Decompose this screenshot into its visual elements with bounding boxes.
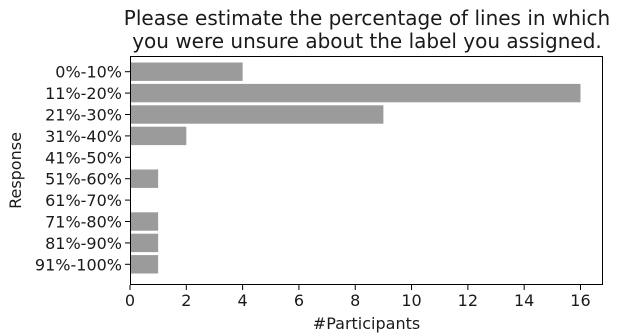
x-tick-label: 8	[350, 291, 360, 310]
x-tick-label: 14	[514, 291, 534, 310]
x-tick-label: 16	[570, 291, 590, 310]
plot-area-frame	[130, 56, 603, 285]
bar-81%-90%	[130, 233, 159, 253]
bar-51%-60%	[130, 169, 159, 188]
x-tick-label: 2	[181, 291, 191, 310]
chart-title-line-2: you were unsure about the label you assi…	[132, 29, 602, 53]
y-tick-label: 81%-90%	[45, 234, 122, 253]
x-tick-label: 12	[458, 291, 478, 310]
y-tick-label: 51%-60%	[45, 170, 122, 189]
y-axis-title: Response	[6, 132, 25, 209]
y-axis: 0%-10% 11%-20% 21%-30% 31%-40% 41%-50% 51%-60…	[35, 63, 130, 274]
bar-21%-30%	[130, 105, 384, 124]
bars-group	[130, 62, 581, 274]
y-tick-label: 41%-50%	[45, 148, 122, 167]
x-tick-label: 6	[294, 291, 304, 310]
y-tick-label: 0%-10%	[55, 63, 122, 82]
x-tick-label: 10	[401, 291, 421, 310]
bar-71%-80%	[130, 212, 159, 231]
bar-0%-10%	[130, 62, 243, 81]
bar-11%-20%	[130, 83, 581, 103]
y-tick-label: 71%-80%	[45, 213, 122, 232]
y-tick-label: 31%-40%	[45, 127, 122, 146]
x-axis-title: #Participants	[313, 314, 420, 333]
x-tick-label: 0	[125, 291, 135, 310]
y-tick-label: 11%-20%	[45, 84, 122, 103]
chart-title-line-1: Please estimate the percentage of lines …	[124, 6, 610, 30]
y-tick-label: 91%-100%	[35, 255, 122, 274]
y-tick-label: 21%-30%	[45, 106, 122, 125]
chart-title: Please estimate the percentage of lines …	[124, 6, 610, 53]
bar-91%-100%	[130, 255, 159, 274]
x-tick-label: 4	[238, 291, 248, 310]
bar-31%-40%	[130, 126, 187, 146]
x-axis: 0 2 4 6 8 10 12 14 16	[125, 285, 591, 310]
y-tick-label: 61%-70%	[45, 191, 122, 210]
